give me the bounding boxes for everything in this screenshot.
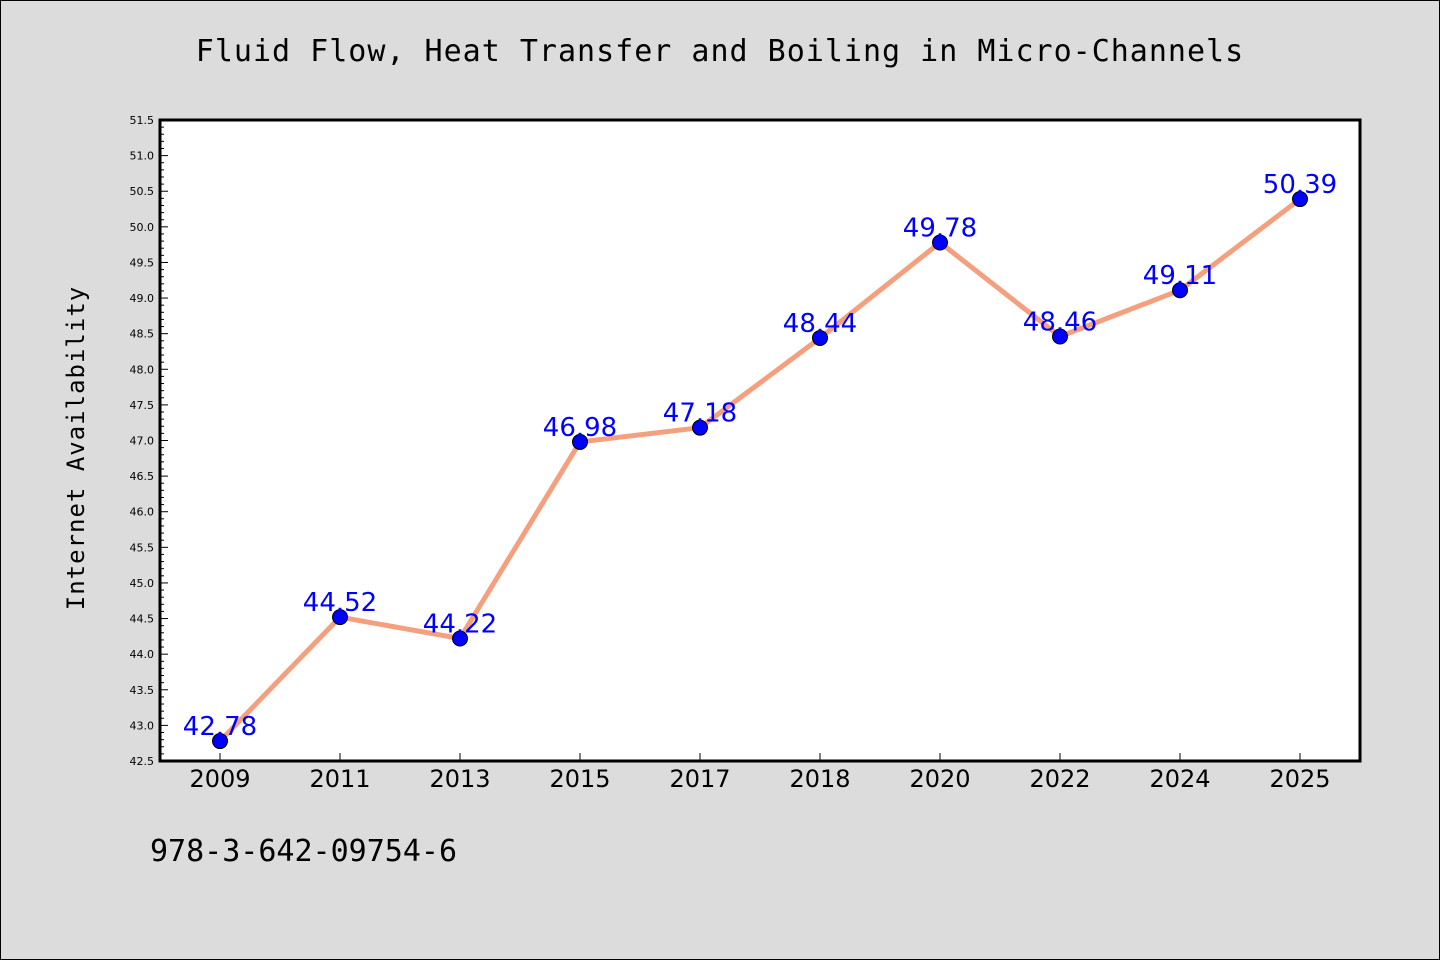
y-tick-label: 42.5 <box>130 755 155 768</box>
data-label: 47.18 <box>663 399 737 429</box>
x-tick-label: 2024 <box>1149 765 1210 793</box>
series-points <box>212 191 1308 750</box>
y-tick-label: 44.0 <box>130 648 155 661</box>
data-point <box>1052 328 1068 345</box>
y-tick-label: 45.0 <box>130 577 155 590</box>
x-tick-label: 2020 <box>909 765 970 793</box>
data-point <box>1172 282 1188 299</box>
data-label: 48.46 <box>1023 308 1097 338</box>
data-label: 49.78 <box>903 214 977 244</box>
y-tick-label: 43.5 <box>130 684 155 697</box>
x-tick-label: 2015 <box>549 765 610 793</box>
x-tick-label: 2013 <box>429 765 490 793</box>
series-line <box>217 196 1303 744</box>
x-tick-label: 2017 <box>669 765 730 793</box>
data-point <box>812 329 828 346</box>
data-point <box>692 419 708 436</box>
x-tick-label: 2018 <box>789 765 850 793</box>
x-tick-label: 2022 <box>1029 765 1090 793</box>
x-tick-label: 2025 <box>1269 765 1330 793</box>
y-tick-label: 43.0 <box>130 719 155 732</box>
y-axis: 42.5 43.0 43.5 44.0 44.5 45.0 45.5 46.0 46.5 47.0… <box>130 114 168 768</box>
y-tick-label: 50.5 <box>130 185 155 198</box>
y-tick-label: 47.5 <box>130 399 155 412</box>
data-label: 48.44 <box>783 309 857 339</box>
y-tick-label: 48.5 <box>130 328 155 341</box>
data-labels: 42.78 44.52 44.22 46.98 47.18 48.44 49.78 48.46… <box>183 170 1337 742</box>
plot-area <box>158 118 1362 763</box>
data-label: 44.22 <box>423 609 497 639</box>
data-label: 49.11 <box>1143 261 1217 291</box>
data-point <box>452 630 468 647</box>
y-tick-label: 51.0 <box>130 150 155 163</box>
x-tick-label: 2009 <box>189 765 250 793</box>
y-tick-label: 51.5 <box>130 114 155 127</box>
x-tick-label: 2011 <box>309 765 370 793</box>
y-tick-label: 46.0 <box>130 506 155 519</box>
data-point <box>932 234 948 251</box>
data-label: 42.78 <box>183 712 257 742</box>
data-point <box>332 609 348 626</box>
data-point <box>572 433 588 450</box>
y-tick-label: 49.0 <box>130 292 155 305</box>
y-tick-label: 49.5 <box>130 256 155 269</box>
y-tick-label: 48.0 <box>130 363 155 376</box>
y-tick-label: 50.0 <box>130 221 155 234</box>
x-axis: 2009 2011 2013 2015 2017 2018 2020 2022 2024 2025 <box>189 753 1331 793</box>
y-tick-label: 47.0 <box>130 435 155 448</box>
chart-title: Fluid Flow, Heat Transfer and Boiling in… <box>195 34 1245 69</box>
data-label: 44.52 <box>303 588 377 618</box>
series-lines <box>217 196 1303 744</box>
data-label: 50.39 <box>1263 170 1337 200</box>
data-label: 46.98 <box>543 413 617 443</box>
isbn-text: 978-3-642-09754-6 <box>150 834 458 869</box>
data-point <box>1292 191 1308 208</box>
y-tick-label: 44.5 <box>130 613 155 626</box>
y-tick-label: 46.5 <box>130 470 155 483</box>
y-tick-label: 45.5 <box>130 541 155 554</box>
data-point <box>212 733 228 750</box>
